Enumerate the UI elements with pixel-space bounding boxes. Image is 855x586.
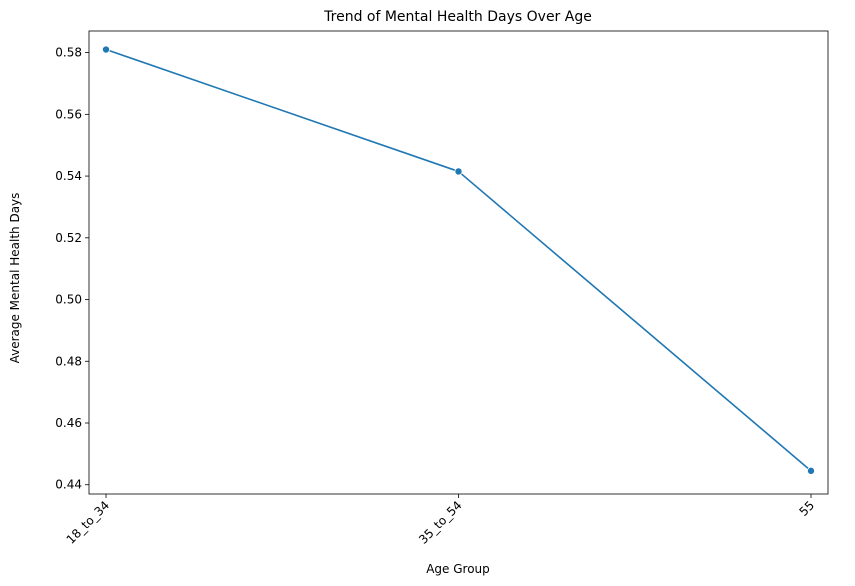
y-tick-label: 0.48 [55,354,82,368]
data-point [807,466,816,475]
y-tick-label: 0.58 [55,46,82,60]
x-tick-label: 18_to_34 [64,498,113,547]
data-point [454,167,463,176]
x-axis-label: Age Group [426,562,490,576]
series-line [105,48,812,472]
y-tick-label: 0.56 [55,107,82,121]
y-tick-label: 0.54 [55,169,82,183]
chart-title: Trend of Mental Health Days Over Age [323,9,592,25]
y-tick-label: 0.52 [55,231,82,245]
y-axis-ticks: 0.44 0.46 0.48 0.50 0.52 0.54 0.56 0.58 [55,46,89,492]
x-tick-label: 35_to_54 [416,498,465,547]
axes-frame [88,30,829,495]
plot-area [88,30,829,495]
y-tick-label: 0.50 [55,293,82,307]
x-tick-label: 55 [796,498,817,519]
series-layer [102,45,816,475]
y-tick-label: 0.46 [55,416,82,430]
data-point [102,45,111,54]
y-tick-label: 0.44 [55,478,82,492]
y-axis-label: Average Mental Health Days [8,193,22,364]
x-axis-ticks: 18_to_34 35_to_54 55 [64,494,817,547]
